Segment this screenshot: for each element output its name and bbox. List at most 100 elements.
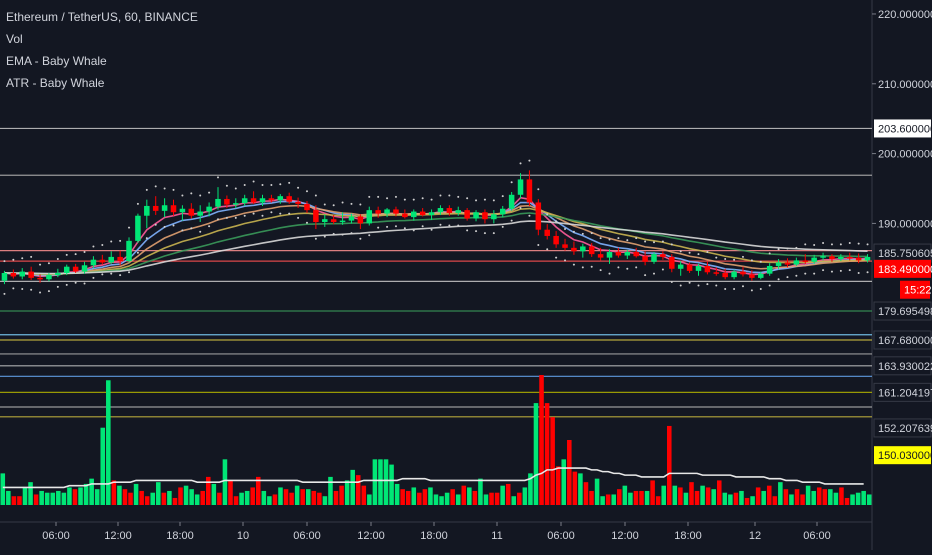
volume-bar	[50, 492, 56, 505]
volume-bar	[83, 483, 89, 505]
time-tick-label: 18:00	[166, 530, 194, 542]
price-tick-label: 190.00000000	[878, 218, 932, 230]
time-tick-label: 12:00	[104, 530, 132, 542]
volume-bar	[367, 494, 372, 505]
candle-body	[704, 265, 711, 273]
atr-dot	[288, 212, 291, 215]
price-tick-label: 210.00000000	[878, 79, 932, 91]
volume-bar	[544, 403, 550, 505]
atr-dot	[314, 194, 317, 197]
ema-line	[4, 207, 868, 275]
atr-dot	[528, 159, 531, 162]
atr-dot	[403, 198, 406, 201]
atr-dot	[21, 288, 24, 291]
atr-dot	[555, 256, 558, 259]
atr-dot	[733, 258, 736, 261]
atr-dot	[145, 237, 148, 240]
atr-dot	[599, 237, 602, 240]
volume-bar	[555, 466, 561, 505]
symbol-title[interactable]: Ethereum / TetherUS, 60, BINANCE	[6, 10, 198, 24]
candle-body	[766, 265, 773, 274]
time-tick-label: 11	[491, 530, 502, 542]
price-badge	[900, 280, 930, 299]
volume-bar	[44, 492, 50, 505]
atr-dot	[421, 197, 424, 200]
volume-bar	[144, 496, 150, 505]
volume-bar	[816, 487, 822, 505]
atr-dot	[30, 288, 33, 291]
time-tick-label: 12:00	[611, 530, 639, 542]
volume-bar	[589, 490, 594, 505]
volume-bar	[317, 492, 322, 505]
atr-dot	[92, 245, 95, 248]
volume-bar	[494, 492, 500, 505]
volume-bar	[200, 490, 206, 505]
volume-bar	[94, 489, 100, 505]
volume-bar	[383, 459, 389, 505]
atr-dot	[136, 251, 139, 254]
candle-body	[277, 196, 284, 201]
atr-dot	[537, 188, 540, 191]
volume-bar	[517, 492, 522, 505]
volume-bar	[666, 425, 672, 505]
volume-bar	[567, 440, 572, 505]
atr-dot	[439, 223, 442, 226]
volume-bar	[594, 478, 600, 505]
candle-body	[606, 252, 613, 258]
atr-dot	[297, 186, 300, 189]
volume-bar	[855, 492, 861, 505]
atr-dot	[65, 253, 68, 256]
volume-bar	[333, 490, 339, 505]
atr-dot	[537, 244, 540, 247]
volume-bar	[866, 494, 872, 505]
volume-bar	[239, 492, 244, 505]
candle-body	[55, 272, 61, 276]
time-tick-label: 18:00	[420, 530, 448, 542]
candle-body	[740, 271, 746, 275]
indicator-atr[interactable]: ATR - Baby Whale	[6, 76, 105, 90]
atr-dot	[439, 194, 442, 197]
candle-body	[758, 273, 764, 278]
atr-dot	[92, 276, 95, 279]
atr-dot	[653, 241, 655, 244]
indicator-ema[interactable]: EMA - Baby Whale	[6, 54, 107, 68]
candle-body	[535, 202, 542, 230]
atr-dot	[830, 243, 833, 246]
time-tick-label: 12	[749, 530, 761, 542]
price-badge-label: 15:22	[904, 285, 932, 297]
indicator-vol[interactable]: Vol	[6, 32, 23, 46]
volume-bar	[844, 497, 850, 505]
atr-dot	[715, 284, 718, 287]
atr-dot	[741, 285, 744, 288]
volume-bar	[861, 490, 866, 505]
atr-dot	[448, 194, 451, 197]
volume-bar	[261, 490, 267, 505]
volume-bar	[378, 459, 383, 505]
volume-bar	[117, 485, 122, 505]
candle-body	[562, 244, 568, 248]
volume-bar	[778, 482, 783, 505]
volume-bar	[611, 494, 617, 505]
price-tick-label: 200.00000000	[878, 149, 932, 161]
volume-bar	[89, 478, 94, 505]
candle-body	[731, 271, 737, 278]
candle-body	[491, 214, 497, 220]
volume-bar	[794, 489, 800, 505]
candle-body	[722, 272, 728, 278]
volume-bar	[828, 489, 833, 505]
atr-dot	[332, 204, 335, 207]
atr-dot	[635, 237, 638, 240]
volume-bar	[133, 483, 139, 505]
atr-dot	[163, 187, 166, 190]
atr-dot	[403, 227, 406, 230]
volume-bar	[405, 490, 411, 505]
atr-dot	[199, 230, 202, 233]
atr-dot	[724, 258, 727, 261]
volume-bar	[228, 480, 233, 505]
atr-dot	[475, 199, 478, 202]
atr-dot	[590, 265, 593, 268]
atr-dot	[519, 207, 522, 210]
atr-dot	[377, 226, 380, 229]
